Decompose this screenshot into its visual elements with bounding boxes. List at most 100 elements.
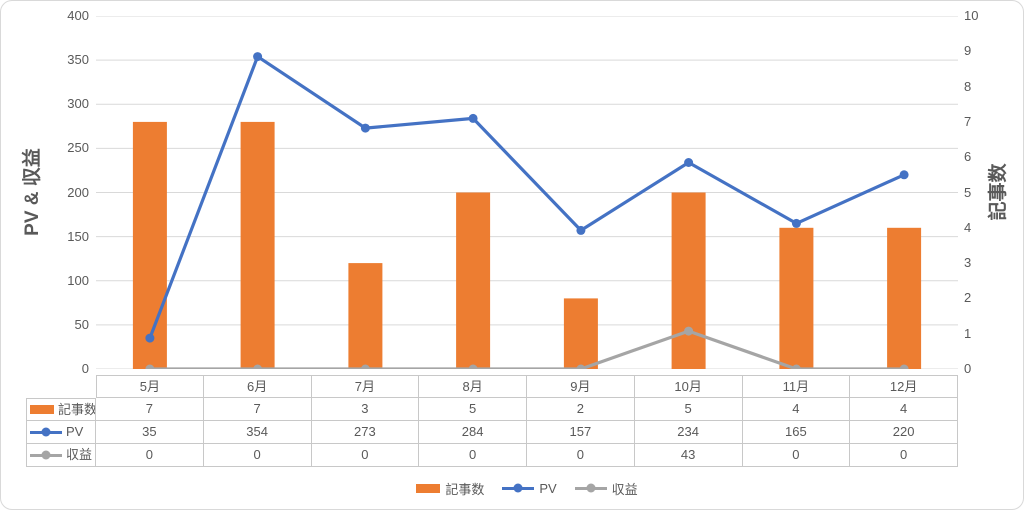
series-key-swatch [30,450,62,460]
revenue-line-swatch [574,483,607,493]
right-axis-tick: 1 [964,325,972,341]
table-value-cell: 220 [850,421,958,444]
series-key: PV [26,421,96,444]
table-value-cell: 5 [634,398,743,421]
right-axis-tick: 2 [964,290,972,306]
table-value-cell: 0 [742,444,851,467]
legend-item-pv: PV [502,480,557,496]
table-value-cell: 284 [419,421,527,444]
table-value-cell: 157 [527,421,635,444]
bar [240,121,275,369]
table-value-cell: 0 [311,444,420,467]
table-value-cell: 35 [96,421,204,444]
right-axis-tick: 9 [964,43,972,59]
data-point [145,364,155,369]
month-header: 8月 [419,375,527,398]
data-point [791,218,801,228]
bar [456,192,491,369]
data-point [253,52,263,62]
table-value-cell: 4 [850,398,958,421]
bar [779,227,814,369]
series-key: 記事数 [26,398,96,421]
month-header: 9月 [527,375,635,398]
left-axis-tick: 0 [81,361,89,376]
data-point [468,364,478,369]
data-point [253,364,263,369]
month-header: 10月 [634,375,743,398]
table-value-cell: 7 [203,398,312,421]
month-header: 5月 [96,375,204,398]
right-axis-tick: 7 [964,113,972,129]
month-header: 6月 [203,375,312,398]
bar [132,121,167,369]
revenue-dot-icon [586,483,596,493]
data-point [899,364,909,369]
chart-legend: 記事数 PV 収益 [96,478,958,498]
table-value-cell: 354 [203,421,312,444]
left-axis-tick: 100 [67,272,89,288]
series-key-label: 記事数 [58,401,96,417]
table-value-cell: 4 [742,398,851,421]
table-value-cell: 0 [96,444,204,467]
articles-bar-swatch [416,483,441,493]
right-axis-tick: 8 [964,78,972,94]
right-axis-tick: 3 [964,255,972,271]
table-value-cell: 0 [419,444,527,467]
data-point [360,123,370,133]
series-key-dot-icon [41,427,51,437]
data-point [791,364,801,369]
plot-area [96,16,958,369]
data-point [684,326,694,336]
right-axis-tick: 6 [964,149,972,165]
data-point [899,170,909,180]
series-key-swatch [30,405,54,414]
table-value-cell: 0 [850,444,958,467]
legend-label-articles: 記事数 [445,481,485,497]
bar [887,227,922,369]
left-axis-tick: 50 [74,316,89,332]
table-value-cell: 2 [527,398,635,421]
table-value-cell: 0 [527,444,635,467]
table-value-cell: 0 [203,444,312,467]
series-key-label: 収益 [66,447,93,462]
data-point [360,364,370,369]
data-point [468,113,478,123]
line-series [148,329,906,369]
table-value-cell: 43 [634,444,743,467]
bar [348,263,383,369]
table-value-cell: 165 [742,421,851,444]
series-key: 収益 [26,444,96,467]
right-axis-tick: 5 [964,184,972,200]
pv-line-swatch [502,483,535,493]
series-key-label: PV [66,424,84,439]
legend-label-pv: PV [539,480,557,496]
month-header: 7月 [311,375,420,398]
table-value-cell: 273 [311,421,420,444]
left-axis-tick: 150 [67,228,89,244]
table-corner-cell [26,375,96,398]
line-series [148,54,906,340]
table-value-cell: 3 [311,398,420,421]
bar [671,192,706,369]
left-axis-tick: 250 [67,140,89,156]
series-key-swatch [30,427,62,437]
right-axis-tick: 4 [964,219,972,235]
left-axis-tick: 300 [67,96,89,112]
table-value-cell: 234 [634,421,743,444]
legend-item-articles: 記事数 [416,479,484,498]
bar [563,298,598,369]
pv-dot-icon [513,483,523,493]
right-axis-tick: 0 [964,361,972,376]
month-header: 12月 [850,375,958,398]
left-axis-tick: 400 [67,8,89,23]
data-point [684,158,694,167]
table-value-cell: 5 [419,398,527,421]
legend-item-revenue: 収益 [574,479,638,498]
left-axis-tick: 200 [67,184,89,200]
data-point [145,333,155,343]
legend-label-revenue: 収益 [611,481,638,497]
series-key-dot-icon [41,450,51,460]
left-axis-tick: 350 [67,52,89,68]
table-value-cell: 7 [96,398,204,421]
right-axis-tick: 10 [964,8,979,23]
